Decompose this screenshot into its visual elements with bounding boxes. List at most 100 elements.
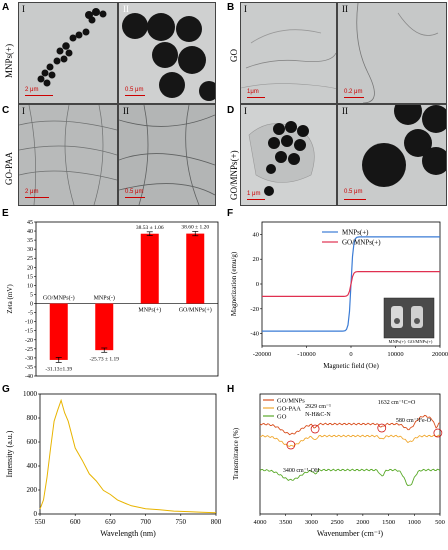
side-label-go: GO	[229, 49, 239, 62]
category-label-3: GO/MNPs(+)	[179, 307, 212, 314]
y-axis-label: Intensity (a.u.)	[5, 430, 14, 477]
scale-text-d2: 0.5 μm	[344, 189, 363, 195]
y-axis-label: Magnetization (emu/g)	[230, 251, 238, 316]
sub-label-b1: I	[244, 4, 247, 14]
scale-text-c1: 2 μm	[25, 189, 39, 195]
x-tick-label: 10000	[387, 351, 403, 358]
micrograph-a1: I 2 μm	[18, 2, 118, 104]
scale-bar-d2	[344, 199, 366, 200]
value-label-3: 38.60 ± 1.20	[181, 224, 209, 230]
x-tick-label: 0	[349, 351, 352, 358]
particles-d2	[362, 105, 446, 187]
y-tick-label: 800	[27, 414, 38, 422]
value-label-2: 38.53 ± 1.06	[136, 225, 164, 231]
inset-vial-2	[411, 306, 423, 328]
category-label-2: MNPs(+)	[138, 307, 161, 314]
y-tick-label: -40	[25, 374, 33, 380]
plot-frame	[35, 221, 219, 377]
micrograph-c2: II 0.5 μm	[118, 104, 216, 206]
x-tick-label: 750	[176, 518, 187, 526]
y-tick-label: 600	[27, 438, 38, 446]
micrograph-c1: I 2 μm	[18, 104, 118, 206]
x-tick-label: 1000	[408, 519, 421, 526]
fiber-texture-c1	[19, 105, 117, 205]
y-tick-label: 200	[27, 486, 38, 494]
y-tick-label: -15	[25, 329, 33, 335]
x-tick-label: 500	[435, 519, 445, 526]
y-tick-label: -10	[25, 320, 33, 326]
y-tick-label: 400	[27, 462, 38, 470]
scale-bar-a1	[25, 95, 53, 96]
sheet-texture-b1	[241, 29, 336, 93]
legend-label-0: MNPs(+)	[342, 229, 369, 237]
spectrum-line	[39, 398, 217, 514]
scale-text-d1: 1 μm	[247, 191, 261, 197]
spectrum-1	[259, 434, 441, 447]
inset-particles-1	[394, 318, 400, 324]
annotation-co: 1632 cm⁻¹C=O	[378, 400, 416, 406]
x-axis-label: Wavenumber (cm⁻¹)	[317, 529, 384, 538]
plot-frame	[39, 393, 217, 515]
y-tick-label: 15	[27, 274, 33, 280]
particles-a2	[122, 13, 215, 101]
y-tick-label: 1000	[23, 390, 38, 398]
spectrum-0	[259, 414, 441, 436]
magnetization-chart: -20000 -10000 0 10000 20000 -40 -20 0 20 40 Magnet…	[230, 221, 448, 370]
x-tick-label: 800	[211, 518, 222, 526]
y-tick-label: -20	[25, 338, 33, 344]
x-tick-label: 600	[70, 518, 81, 526]
particles-a1	[37, 8, 107, 87]
annotation-circle-2929	[310, 424, 320, 434]
scale-bar-d1	[247, 199, 265, 200]
annotation-nh-cn: N-H&C-N	[305, 412, 331, 418]
legend-label-1: GO/MNPs(+)	[342, 239, 381, 247]
micrograph-d1: I 1 μm	[240, 104, 337, 206]
side-label-go-paa: GO-PAA	[4, 151, 14, 185]
y-axis-label: Zeta (mV)	[6, 284, 14, 314]
y-axis-label: Transmittance (%)	[232, 427, 240, 480]
y-tick-label: 40	[253, 231, 260, 238]
scale-text-a2: 0.5 μm	[125, 87, 144, 93]
bar-0	[49, 303, 68, 360]
micrograph-b1: I 1μm	[240, 2, 337, 104]
micrograph-b2: II 0.2 μm	[337, 2, 447, 104]
x-tick-label: 3500	[279, 519, 292, 526]
annotation-oh: 3400 cm⁻¹-OH	[283, 468, 320, 474]
plot-frame	[259, 393, 441, 515]
scale-bar-a2	[125, 95, 145, 96]
series-line-1	[262, 271, 440, 297]
scale-text-a1: 2 μm	[25, 87, 39, 93]
category-label-1: MNPs(-)	[94, 295, 115, 302]
legend-label-0: GO/MNPs	[277, 398, 305, 405]
annotation-circle-feo	[433, 428, 443, 438]
micrograph-a2: II 0.5 μm	[118, 2, 216, 104]
scale-text-b1: 1μm	[247, 89, 259, 95]
x-tick-label: 3000	[305, 519, 318, 526]
value-label-0: -31.13±1.39	[45, 366, 72, 372]
x-tick-label: 700	[140, 518, 151, 526]
y-tick-label: -25	[25, 347, 33, 353]
side-label-mnps-plus: MNPs(+)	[4, 43, 14, 78]
y-tick-label: 0	[30, 302, 33, 308]
panel-letter-f: F	[227, 208, 234, 219]
sub-label-d2: II	[342, 106, 348, 116]
inset-label-1: MNPs(+)	[388, 339, 406, 344]
scale-bar-c1	[25, 197, 49, 198]
sub-label-d1: I	[244, 106, 247, 116]
y-tick-label: 0	[256, 281, 259, 288]
y-tick-label: -5	[28, 311, 33, 317]
bar-3	[186, 233, 205, 304]
fiber-texture-c2	[119, 105, 215, 205]
sub-label-a2: II	[123, 4, 129, 14]
x-tick-label: 2000	[356, 519, 369, 526]
annotation-feo: 580 cm⁻¹Fe-O	[396, 418, 432, 424]
panel-letter-h: H	[227, 384, 235, 395]
scale-bar-c2	[125, 197, 145, 198]
x-tick-label: 4000	[254, 519, 267, 526]
x-axis-label: Magnetic field (Oe)	[323, 362, 379, 370]
y-tick-label: 20	[27, 265, 33, 271]
x-tick-label: 20000	[432, 351, 448, 358]
y-tick-label: -30	[25, 356, 33, 362]
x-tick-label: 650	[105, 518, 116, 526]
category-label-0: GO/MNPs(-)	[43, 295, 75, 302]
